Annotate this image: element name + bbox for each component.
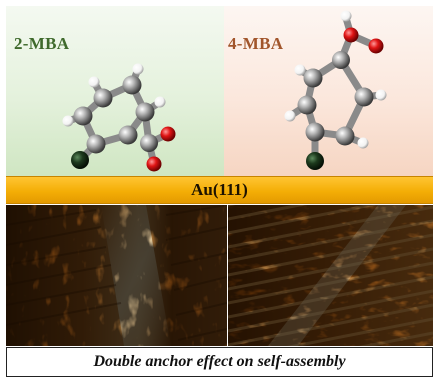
hydrogen-atom [340, 10, 352, 22]
carbon-atom [335, 126, 355, 146]
carbon-atom [122, 75, 142, 95]
carbon-atom [118, 125, 138, 145]
hydrogen-atom [294, 64, 306, 76]
hydrogen-atom [62, 115, 74, 127]
gold-substrate-bar: Au(111) [6, 176, 433, 204]
right-molecule-panel [224, 6, 433, 176]
carbon-atom [297, 95, 317, 115]
right-molecule-label: 4-MBA [228, 34, 284, 53]
stm-image-right [228, 205, 433, 346]
carbon-atom [73, 106, 93, 126]
caption-box: Double anchor effect on self-assembly [6, 347, 433, 377]
sulfur-atom [71, 151, 89, 169]
carbon-atom [93, 88, 113, 108]
carbon-atom [332, 51, 350, 69]
oxygen-atom [146, 156, 162, 172]
carbon-atom [135, 102, 155, 122]
4-mba-atoms [284, 10, 387, 170]
substrate-label: Au(111) [191, 180, 248, 199]
carbon-atom [86, 134, 106, 154]
hydrogen-atom [357, 137, 369, 149]
hydrogen-atom [132, 63, 144, 75]
hydrogen-atom [154, 96, 166, 108]
stm-image-left [6, 205, 227, 346]
carbon-atom [140, 134, 158, 152]
hydrogen-atom [375, 89, 387, 101]
stm-texture-right [228, 205, 433, 346]
carbon-atom [305, 122, 325, 142]
hydrogen-atom [284, 110, 296, 122]
sulfur-atom [306, 152, 324, 170]
oxygen-atom [343, 27, 359, 43]
caption-text: Double anchor effect on self-assembly [93, 353, 346, 370]
oxygen-atom [160, 126, 176, 142]
stm-texture-left [6, 205, 227, 346]
2-mba-molecule-model [62, 10, 387, 172]
carbon-atom [303, 68, 323, 88]
2-mba-atoms [62, 63, 176, 172]
left-molecule-label: 2-MBA [14, 34, 70, 53]
carbon-atom [354, 87, 374, 107]
hydrogen-atom [88, 76, 100, 88]
oxygen-atom [368, 38, 384, 54]
